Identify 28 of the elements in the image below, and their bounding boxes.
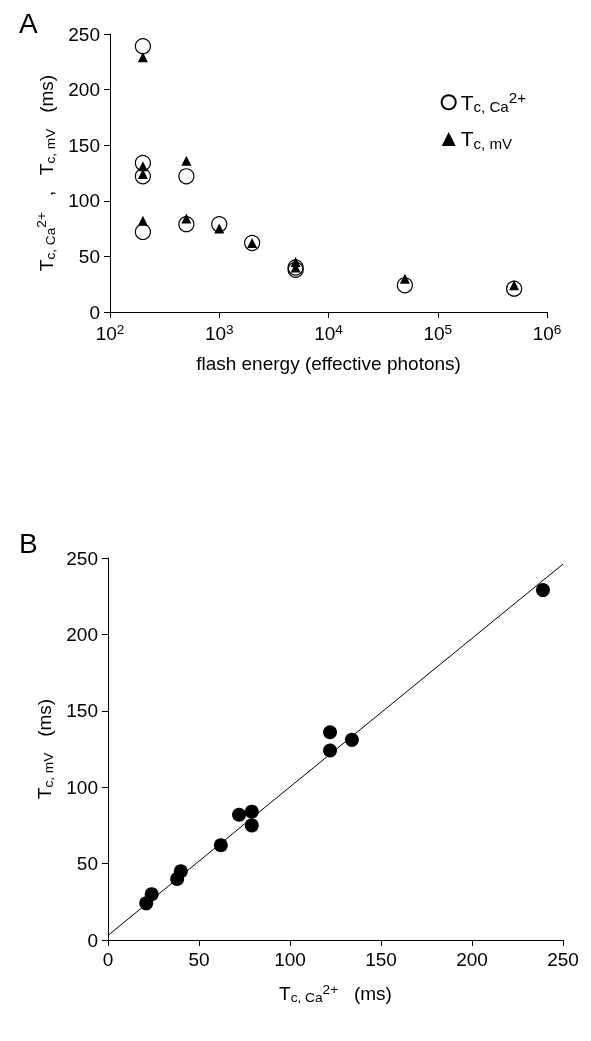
y-tick-label: 200 [68,79,100,101]
x-tick-label: 0 [102,949,114,970]
chart-title: B [19,527,38,559]
x-axis-title: flash energy (effective photons) [196,353,461,374]
point [323,725,338,740]
point [244,818,259,833]
point [535,583,550,598]
y-tick-label: 200 [66,623,98,645]
y-tick-label: 100 [66,776,98,798]
x-tick-label: 200 [456,949,488,970]
y-tick-label: 50 [76,853,98,875]
y-tick-label: 100 [68,190,100,212]
x-tick-label: 100 [274,949,306,970]
y-tick-label: 0 [87,929,98,951]
x-tick-label: 50 [188,949,210,970]
point [244,804,259,819]
point [232,807,247,822]
y-axis-title: Tc, Ca2+ , Tc, mV (ms) [34,74,58,272]
y-tick-label: 250 [66,547,98,569]
y-tick-label: 150 [68,134,100,156]
y-tick-label: 50 [78,245,100,267]
y-axis-title: Tc, mV (ms) [33,698,56,800]
chart-title: A [19,7,38,39]
x-tick-label: 250 [547,949,579,970]
y-tick-label: 0 [89,301,100,323]
x-tick-label: 150 [365,949,397,970]
y-tick-label: 150 [66,700,98,722]
y-tick-label: 250 [68,23,100,45]
